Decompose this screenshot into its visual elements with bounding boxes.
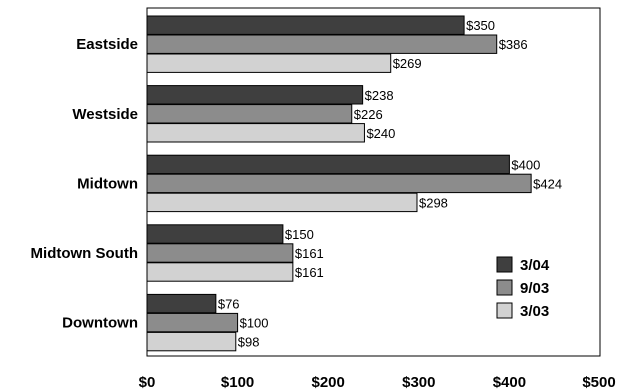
data-label: $238: [365, 88, 394, 103]
bar: [146, 15, 465, 35]
category-label: Midtown: [77, 175, 138, 192]
data-label: $161: [295, 246, 324, 261]
data-labels-group: $350 $386 $269 $238 $226 $240 $400 $424 $298 $150…: [218, 18, 562, 349]
category-labels-group: Eastside Westside Midtown Midtown South Down…: [31, 36, 138, 331]
legend-swatch: [496, 302, 513, 319]
legend-swatch: [496, 279, 513, 296]
x-axis-ticks-group: $0 $100 $200 $300 $400 $500: [139, 374, 616, 391]
bar: [146, 262, 294, 282]
bar: [146, 85, 364, 105]
legend-label: 3/03: [520, 303, 549, 320]
x-tick-label: $500: [582, 374, 615, 391]
category-label: Westside: [72, 106, 138, 123]
bar: [146, 53, 392, 73]
data-label: $400: [511, 157, 540, 172]
legend: 3/04 9/03 3/03: [496, 256, 550, 320]
data-label: $161: [295, 265, 324, 280]
bar: [146, 243, 294, 263]
data-label: $269: [393, 56, 422, 71]
x-tick-label: $300: [402, 374, 435, 391]
bar: [146, 293, 217, 314]
bar: [146, 34, 498, 54]
data-label: $98: [238, 335, 260, 350]
legend-label: 3/04: [520, 257, 550, 274]
data-label: $350: [466, 18, 495, 33]
bar: [146, 123, 365, 143]
bar: [146, 173, 532, 194]
bar: [146, 224, 284, 244]
bar: [146, 154, 510, 175]
category-label: Downtown: [62, 315, 138, 332]
bar: [146, 192, 418, 213]
data-label: $424: [533, 176, 562, 191]
bars-group: [146, 15, 532, 352]
legend-label: 9/03: [520, 280, 549, 297]
x-tick-label: $200: [312, 374, 345, 391]
data-label: $76: [218, 297, 240, 312]
data-label: $226: [354, 107, 383, 122]
category-label: Midtown South: [31, 245, 138, 262]
data-label: $298: [419, 195, 448, 210]
bar: [146, 104, 353, 124]
bar: [146, 312, 239, 333]
data-label: $240: [366, 126, 395, 141]
category-label: Eastside: [76, 36, 138, 53]
x-tick-label: $400: [493, 374, 526, 391]
data-label: $386: [499, 37, 528, 52]
legend-swatch: [496, 256, 513, 273]
x-tick-label: $0: [139, 374, 156, 391]
x-tick-label: $100: [221, 374, 254, 391]
bar: [146, 331, 237, 352]
data-label: $150: [285, 227, 314, 242]
data-label: $100: [240, 316, 269, 331]
